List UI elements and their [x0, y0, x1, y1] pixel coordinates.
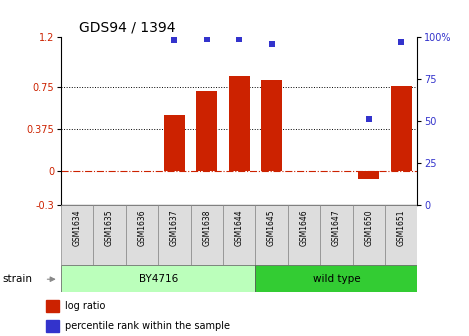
Bar [256, 205, 288, 265]
Text: strain: strain [2, 274, 32, 284]
Text: GSM1637: GSM1637 [170, 210, 179, 246]
Text: GSM1646: GSM1646 [300, 210, 309, 246]
Text: GSM1635: GSM1635 [105, 210, 114, 246]
Bar [353, 205, 385, 265]
Text: GSM1636: GSM1636 [137, 210, 146, 246]
Bar [61, 205, 93, 265]
Bar [158, 205, 190, 265]
Bar [391, 86, 412, 171]
Bar [196, 91, 217, 171]
Text: percentile rank within the sample: percentile rank within the sample [65, 321, 230, 331]
Text: GSM1645: GSM1645 [267, 210, 276, 246]
Bar [46, 320, 59, 332]
Text: wild type: wild type [312, 274, 360, 284]
Text: log ratio: log ratio [65, 301, 106, 311]
Bar [61, 265, 256, 292]
Bar [385, 205, 417, 265]
Point [203, 36, 211, 41]
Point [365, 117, 372, 122]
Point [397, 39, 405, 45]
Bar [46, 300, 59, 312]
Bar [126, 205, 158, 265]
Text: GSM1634: GSM1634 [73, 210, 82, 246]
Bar [93, 205, 126, 265]
Bar [261, 80, 282, 171]
Point [171, 38, 178, 43]
Text: GSM1644: GSM1644 [234, 210, 244, 246]
Text: GSM1638: GSM1638 [202, 210, 212, 246]
Text: GSM1647: GSM1647 [332, 210, 341, 246]
Bar [229, 76, 250, 171]
Bar [358, 171, 379, 179]
Bar [223, 205, 256, 265]
Point [235, 36, 243, 41]
Bar [256, 265, 417, 292]
Text: GSM1650: GSM1650 [364, 210, 373, 246]
Point [268, 41, 275, 46]
Bar [288, 205, 320, 265]
Bar [164, 115, 185, 171]
Text: GSM1651: GSM1651 [397, 210, 406, 246]
Text: GDS94 / 1394: GDS94 / 1394 [79, 20, 175, 34]
Text: BY4716: BY4716 [138, 274, 178, 284]
Bar [320, 205, 353, 265]
Bar [190, 205, 223, 265]
